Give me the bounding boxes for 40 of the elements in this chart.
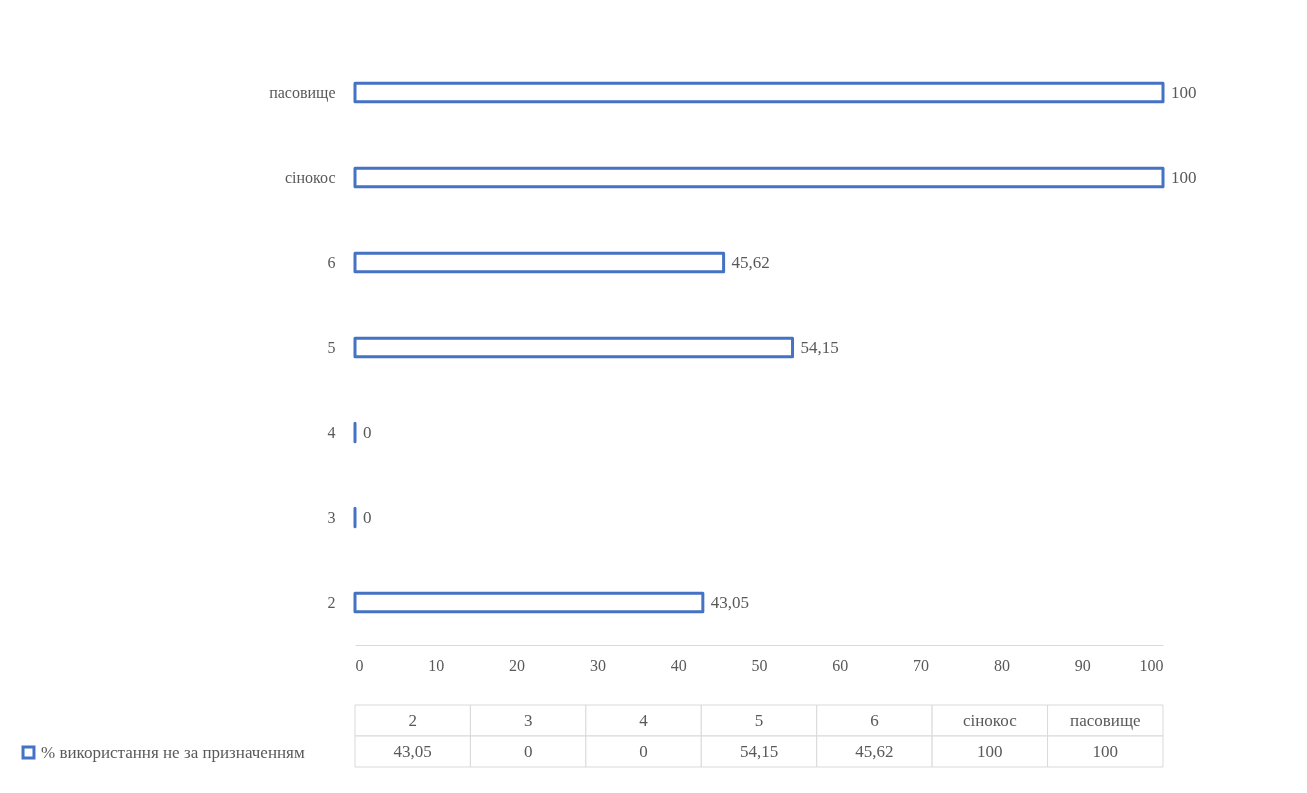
data-label: 100 bbox=[1171, 167, 1197, 187]
x-tick-label: 80 bbox=[993, 656, 1010, 674]
category-label: 4 bbox=[639, 711, 648, 730]
y-tick-label: 3 bbox=[327, 508, 336, 526]
x-tick-label: 100 bbox=[1139, 656, 1164, 674]
category-label: 2 bbox=[408, 711, 417, 730]
x-tick-label: 70 bbox=[913, 656, 930, 674]
y-tick-label: 2 bbox=[327, 593, 336, 611]
text: 43,05 bbox=[393, 742, 432, 761]
x-tick-label: 40 bbox=[670, 656, 687, 674]
y-tick-label: 4 bbox=[327, 423, 336, 441]
legend-label: % використання не за призначенням bbox=[41, 742, 305, 762]
x-tick-label: 10 bbox=[428, 656, 445, 674]
y-tick-label: пасовище bbox=[269, 83, 336, 102]
y-tick-label: сінокос bbox=[284, 168, 336, 186]
category-label: 3 bbox=[523, 711, 533, 730]
data-label: 45,62 bbox=[731, 252, 770, 272]
text: 100 bbox=[1092, 742, 1119, 761]
category-label: пасовище bbox=[1070, 711, 1141, 730]
x-tick-label: 20 bbox=[509, 656, 526, 674]
x-tick-label: 90 bbox=[1074, 656, 1091, 674]
data-label: 54,15 bbox=[800, 337, 839, 357]
x-tick-label: 50 bbox=[751, 656, 768, 674]
data-label: 0 bbox=[363, 422, 372, 442]
x-tick-label: 30 bbox=[589, 656, 606, 674]
x-tick-label: 60 bbox=[832, 656, 849, 674]
x-tick-label: 0 bbox=[355, 656, 364, 674]
data-label: 100 bbox=[1171, 82, 1197, 102]
category-label: 6 bbox=[870, 711, 879, 730]
text: 45,62 bbox=[855, 742, 894, 761]
data-label: 0 bbox=[363, 507, 372, 527]
category-label: сінокос bbox=[962, 711, 1017, 730]
y-tick-label: 6 bbox=[327, 253, 336, 271]
category-label: 5 bbox=[754, 711, 764, 730]
y-tick-label: 5 bbox=[327, 338, 336, 356]
text: 0 bbox=[523, 742, 533, 761]
text: 100 bbox=[977, 742, 1003, 761]
text: 54,15 bbox=[739, 742, 779, 761]
data-label: 43,05 bbox=[710, 592, 750, 612]
text: 0 bbox=[639, 742, 648, 761]
